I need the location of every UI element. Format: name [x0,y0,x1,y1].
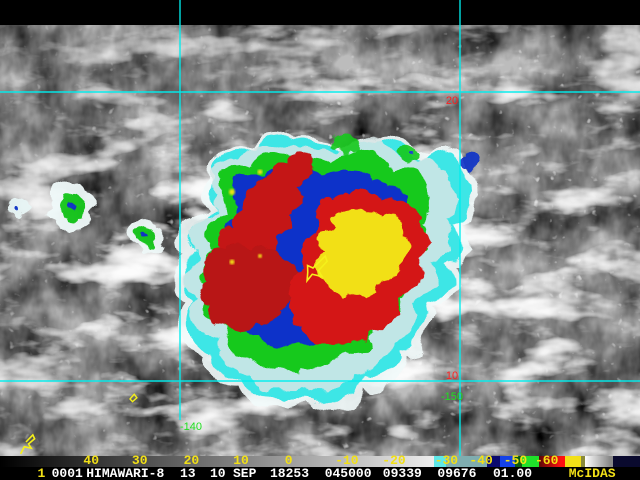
svg-text:1: 1 [38,466,46,480]
svg-text:-140: -140 [180,421,202,433]
svg-text:McIDAS: McIDAS [569,466,616,480]
svg-text:045000: 045000 [325,466,372,480]
svg-text:13: 13 [180,466,196,480]
svg-text:SEP: SEP [233,466,257,480]
svg-text:0001: 0001 [52,466,83,480]
svg-text:09676: 09676 [437,466,476,480]
svg-text:10: 10 [210,466,226,480]
svg-text:10: 10 [446,370,458,382]
svg-text:20: 20 [446,95,458,107]
svg-text:-150: -150 [441,391,463,403]
svg-text:-60: -60 [535,453,559,468]
svg-text:01.00: 01.00 [493,466,532,480]
svg-text:09339: 09339 [383,466,422,480]
svg-text:HIMAWARI-8: HIMAWARI-8 [86,466,164,480]
svg-text:18253: 18253 [270,466,309,480]
